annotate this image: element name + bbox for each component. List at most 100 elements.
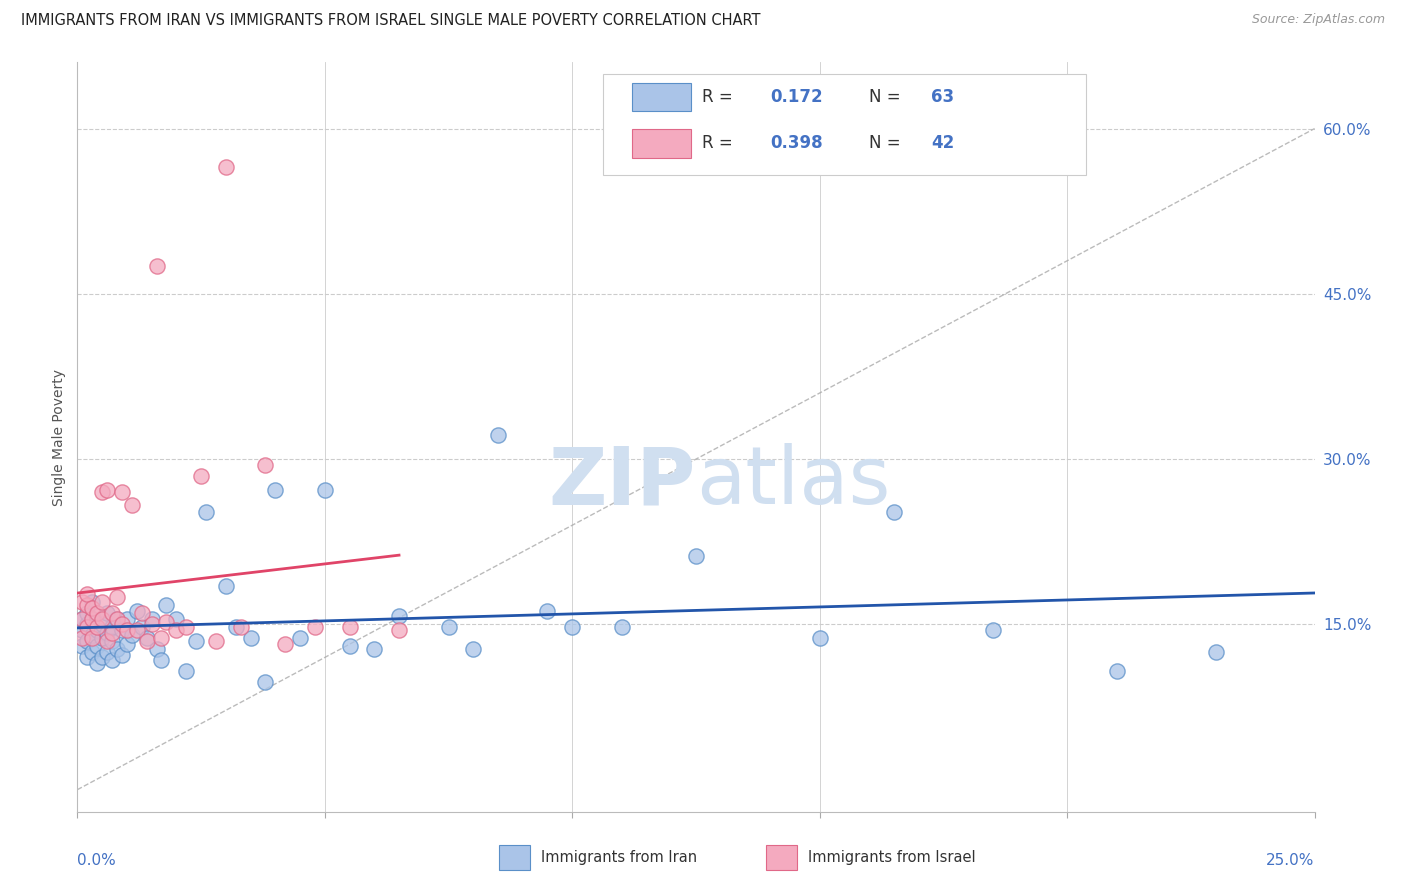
Point [1105, 664, 1128, 678]
Point [190, 468, 212, 483]
Point [72, 623, 94, 637]
Text: Immigrants from Israel: Immigrants from Israel [808, 850, 976, 864]
Text: 63: 63 [931, 88, 955, 106]
Point [463, 641, 485, 656]
Text: R =: R = [702, 135, 738, 153]
Point [388, 608, 411, 623]
Point [86, 623, 108, 637]
Point [174, 664, 197, 678]
Text: 0.398: 0.398 [770, 135, 823, 153]
Point [486, 428, 509, 442]
Point [125, 623, 148, 637]
Text: N =: N = [869, 135, 905, 153]
Point [883, 505, 905, 519]
Point [215, 160, 238, 174]
Point [76, 586, 98, 600]
FancyBboxPatch shape [603, 74, 1085, 175]
Point [174, 619, 197, 633]
Point [339, 640, 361, 654]
Text: R =: R = [702, 88, 738, 106]
Point [101, 653, 124, 667]
Point [82, 595, 104, 609]
Point [82, 612, 104, 626]
Point [561, 619, 583, 633]
Point [229, 619, 252, 633]
Point [304, 619, 326, 633]
Point [82, 612, 104, 626]
Point [121, 628, 143, 642]
Y-axis label: Single Male Poverty: Single Male Poverty [52, 368, 66, 506]
Point [82, 628, 104, 642]
Point [111, 485, 134, 500]
Point [135, 631, 157, 645]
FancyBboxPatch shape [631, 83, 690, 112]
Point [125, 604, 148, 618]
Point [76, 634, 98, 648]
Point [111, 617, 134, 632]
Point [96, 607, 118, 621]
Point [145, 260, 167, 274]
Point [72, 612, 94, 626]
Point [76, 619, 98, 633]
Point [288, 631, 311, 645]
Point [111, 623, 134, 637]
Point [131, 607, 153, 621]
Point [274, 637, 297, 651]
Point [72, 595, 94, 609]
Point [91, 617, 114, 632]
Text: 0.0%: 0.0% [77, 853, 117, 868]
Point [96, 645, 118, 659]
Point [135, 634, 157, 648]
Point [808, 631, 831, 645]
Point [76, 617, 98, 632]
Point [72, 640, 94, 654]
Point [1205, 645, 1227, 659]
Point [76, 607, 98, 621]
Text: ZIP: ZIP [548, 443, 696, 521]
Point [254, 458, 277, 472]
Point [86, 640, 108, 654]
Point [685, 549, 707, 563]
Point [264, 483, 287, 497]
Point [141, 617, 163, 632]
Point [141, 612, 163, 626]
Point [610, 619, 633, 633]
Point [105, 612, 128, 626]
Point [215, 579, 238, 593]
Point [205, 634, 228, 648]
Text: 25.0%: 25.0% [1267, 853, 1315, 868]
Text: Immigrants from Iran: Immigrants from Iran [541, 850, 697, 864]
Point [155, 615, 177, 630]
Point [96, 626, 118, 640]
Point [981, 623, 1004, 637]
Point [115, 612, 138, 626]
Point [131, 619, 153, 633]
FancyBboxPatch shape [499, 845, 530, 870]
Point [101, 634, 124, 648]
Point [101, 619, 124, 633]
Point [388, 623, 411, 637]
Point [101, 607, 124, 621]
Point [91, 631, 114, 645]
Point [363, 641, 385, 656]
Point [115, 623, 138, 637]
Point [91, 612, 114, 626]
Text: IMMIGRANTS FROM IRAN VS IMMIGRANTS FROM ISRAEL SINGLE MALE POVERTY CORRELATION C: IMMIGRANTS FROM IRAN VS IMMIGRANTS FROM … [21, 13, 761, 29]
Point [96, 634, 118, 648]
Point [314, 483, 336, 497]
Point [91, 650, 114, 665]
Point [195, 505, 218, 519]
Point [225, 619, 247, 633]
Text: 42: 42 [931, 135, 955, 153]
Point [82, 631, 104, 645]
Point [82, 645, 104, 659]
Point [155, 598, 177, 612]
Point [184, 634, 207, 648]
Point [82, 600, 104, 615]
Point [76, 598, 98, 612]
Point [91, 595, 114, 609]
Point [91, 485, 114, 500]
FancyBboxPatch shape [631, 129, 690, 158]
Point [239, 631, 262, 645]
Point [165, 623, 187, 637]
